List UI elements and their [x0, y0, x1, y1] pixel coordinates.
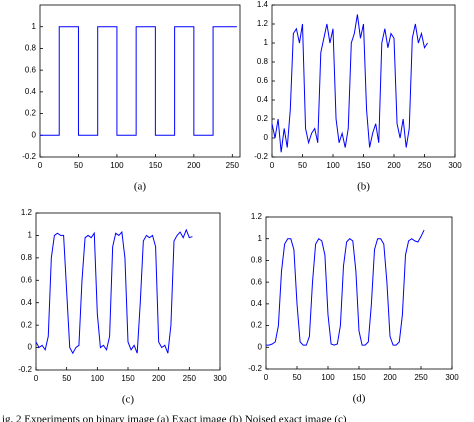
x-tick-label: 0: [264, 373, 269, 382]
y-tick-label: 0.8: [25, 44, 37, 53]
y-tick-label: 1: [264, 38, 269, 47]
y-tick-label: -0.2: [248, 364, 262, 373]
panel-caption: (d): [353, 393, 366, 405]
y-tick-label: 0.8: [21, 253, 33, 262]
x-tick-label: 150: [357, 161, 371, 170]
x-tick-label: 300: [445, 373, 459, 382]
y-tick-label: 1.2: [21, 208, 33, 217]
x-tick-label: 200: [152, 374, 166, 383]
x-tick-label: 100: [326, 161, 340, 170]
data-line: [35, 228, 193, 355]
x-tick-label: 250: [226, 161, 240, 170]
y-tick-label: 0.2: [25, 109, 37, 118]
x-tick-label: 250: [418, 161, 432, 170]
x-tick-label: 50: [293, 373, 302, 382]
x-tick-label: 150: [121, 374, 135, 383]
y-tick-label: 0.4: [21, 298, 33, 307]
x-tick-label: 250: [183, 374, 197, 383]
y-tick-label: -0.2: [254, 152, 268, 161]
y-tick-label: 0.8: [251, 256, 263, 265]
y-tick-label: 0: [28, 343, 33, 352]
axes-box: [265, 216, 453, 370]
y-tick-label: 0.4: [251, 299, 263, 308]
y-tick-label: 0.2: [21, 320, 33, 329]
y-tick-label: 0.4: [257, 95, 269, 104]
data-line: [40, 26, 237, 136]
x-tick-label: 0: [34, 374, 39, 383]
x-tick-label: 300: [448, 161, 462, 170]
x-tick-label: 0: [38, 161, 43, 170]
axes-box: [39, 4, 241, 158]
figure-caption: ig. 2 Experiments on binary image (a) Ex…: [2, 414, 347, 422]
y-tick-label: -0.2: [22, 152, 36, 161]
y-tick-label: 1: [258, 234, 263, 243]
data-line: [266, 229, 425, 346]
x-tick-label: 50: [62, 374, 71, 383]
x-tick-label: 250: [414, 373, 428, 382]
x-tick-label: 50: [74, 161, 83, 170]
y-tick-label: 1.2: [251, 212, 263, 221]
x-tick-label: 100: [110, 161, 124, 170]
y-tick-label: 0.6: [251, 277, 263, 286]
x-tick-label: 200: [383, 373, 397, 382]
x-tick-label: 100: [91, 374, 105, 383]
x-tick-label: 150: [352, 373, 366, 382]
panel-caption: (b): [357, 181, 370, 193]
x-tick-label: 300: [213, 374, 227, 383]
y-tick-label: 1.2: [257, 19, 269, 28]
x-tick-label: 200: [387, 161, 401, 170]
y-tick-label: 0.2: [251, 321, 263, 330]
y-tick-label: 0.6: [21, 275, 33, 284]
y-tick-label: 1: [32, 22, 37, 31]
x-tick-label: 0: [270, 161, 275, 170]
y-tick-label: 0.8: [257, 57, 269, 66]
y-tick-label: 0.4: [25, 87, 37, 96]
y-tick-label: 0.6: [257, 76, 269, 85]
y-tick-label: -0.2: [18, 365, 32, 374]
panel-caption: (a): [134, 181, 147, 193]
y-tick-label: 0: [32, 130, 37, 139]
y-tick-label: 0: [258, 342, 263, 351]
x-tick-label: 50: [298, 161, 307, 170]
data-line: [271, 14, 428, 153]
panel-caption: (c): [122, 394, 135, 406]
y-tick-label: 0.6: [25, 65, 37, 74]
x-tick-label: 200: [187, 161, 201, 170]
y-tick-label: 0: [264, 133, 269, 142]
x-tick-label: 100: [321, 373, 335, 382]
y-tick-label: 1.4: [257, 0, 269, 9]
x-tick-label: 150: [149, 161, 163, 170]
y-tick-label: 1: [28, 231, 33, 240]
y-tick-label: 0.2: [257, 114, 269, 123]
